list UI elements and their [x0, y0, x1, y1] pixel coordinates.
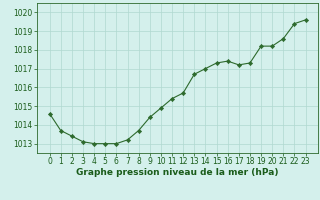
X-axis label: Graphe pression niveau de la mer (hPa): Graphe pression niveau de la mer (hPa): [76, 168, 279, 177]
